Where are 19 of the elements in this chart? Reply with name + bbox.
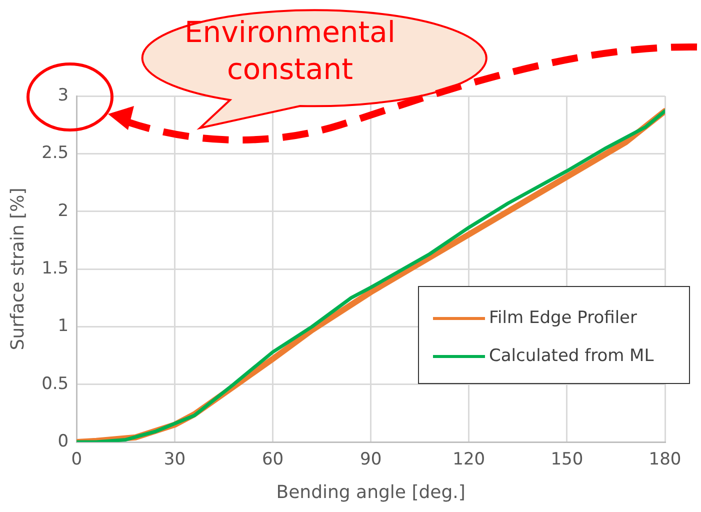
x-tick-label: 180	[648, 450, 682, 470]
y-tick-label: 0	[58, 431, 69, 452]
x-axis-title: Bending angle [deg.]	[276, 482, 466, 503]
x-tick-label: 60	[262, 450, 284, 470]
y-tick-label: 1	[58, 316, 69, 336]
legend-label: Calculated from ML	[489, 346, 654, 366]
legend-label: Film Edge Profiler	[489, 308, 637, 328]
y-tick-label: 3	[58, 85, 69, 106]
text: Environmental constant	[183, 14, 396, 88]
x-tick-label: 30	[164, 450, 186, 470]
y-tick-label: 0.5	[42, 374, 69, 394]
x-tick-label: 90	[360, 450, 382, 470]
y-tick-label: 2	[58, 200, 69, 221]
x-tick-label: 150	[550, 450, 584, 470]
x-tick-label: 0	[71, 450, 82, 470]
y-tick-label: 2.5	[42, 143, 69, 164]
y-tick-label: 1.5	[42, 258, 69, 278]
y-axis-title: Surface strain [%]	[7, 188, 28, 350]
x-tick-label: 120	[452, 450, 486, 470]
